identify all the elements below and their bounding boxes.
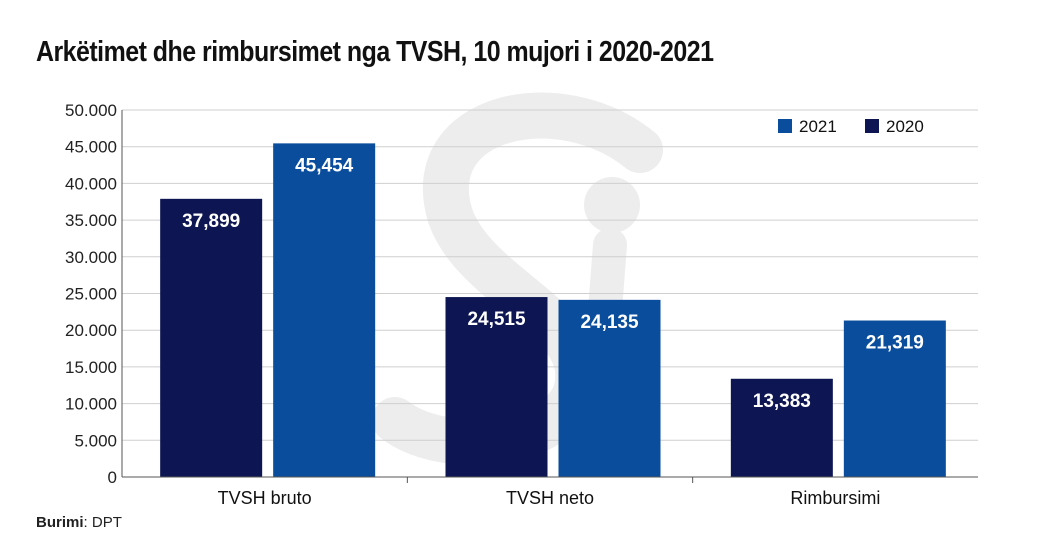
y-tick-label: 45.000 <box>65 138 117 157</box>
y-tick-label: 5.000 <box>74 431 117 450</box>
x-tick-label: TVSH bruto <box>218 488 312 508</box>
bar-2021 <box>558 299 661 477</box>
y-tick-label: 25.000 <box>65 285 117 304</box>
data-label: 24,135 <box>580 312 639 333</box>
bar-2020 <box>445 297 548 477</box>
y-tick-label: 10.000 <box>65 395 117 414</box>
data-label: 13,383 <box>753 391 811 412</box>
chart-title: Arkëtimet dhe rimbursimet nga TVSH, 10 m… <box>36 36 714 68</box>
y-tick-label: 0 <box>108 468 117 487</box>
bar-2021 <box>843 320 946 477</box>
axes: 0 5.000 10.000 15.000 20.000 25.000 30.000 35.0… <box>65 101 978 508</box>
legend-label-2021: 2021 <box>799 117 837 136</box>
y-tick-label: 35.000 <box>65 211 117 230</box>
data-label: 45,454 <box>295 155 354 176</box>
watermark-dot <box>584 177 640 233</box>
bar-2020 <box>160 198 263 477</box>
y-tick-label: 15.000 <box>65 358 117 377</box>
x-tick-label: TVSH neto <box>506 488 594 508</box>
y-tick-label: 40.000 <box>65 174 117 193</box>
legend-swatch-2020 <box>865 119 879 133</box>
source-value: DPT <box>91 514 122 531</box>
data-labels: 37,899 45,454 24,515 24,135 13,383 21,319 <box>182 155 924 411</box>
legend-swatch-2021 <box>778 119 792 133</box>
source-note: Burimi: DPT <box>36 514 122 531</box>
bar-chart: 37,899 45,454 24,515 24,135 13,383 21,319 0 5.… <box>65 92 978 508</box>
legend: 2021 2020 <box>778 117 924 136</box>
bar-2021 <box>273 143 376 477</box>
data-label: 24,515 <box>467 309 526 330</box>
bars <box>160 143 946 477</box>
data-label: 21,319 <box>866 333 924 354</box>
data-label: 37,899 <box>182 211 240 232</box>
source-label: Burimi <box>36 514 84 531</box>
x-tick-label: Rimbursimi <box>790 488 880 508</box>
y-tick-label: 30.000 <box>65 248 117 267</box>
y-tick-label: 20.000 <box>65 321 117 340</box>
bar-2020 <box>730 378 833 477</box>
gridlines <box>122 109 978 441</box>
legend-label-2020: 2020 <box>886 117 924 136</box>
y-tick-label: 50.000 <box>65 101 117 120</box>
